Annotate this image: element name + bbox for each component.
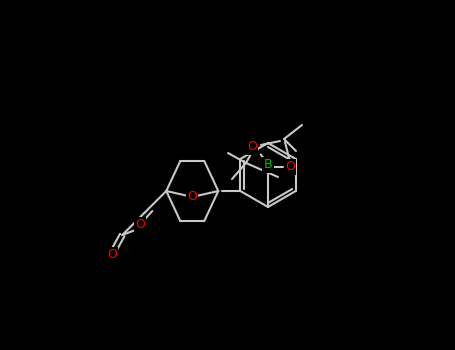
- Text: B: B: [264, 159, 272, 172]
- Text: O: O: [107, 248, 117, 261]
- Text: O: O: [135, 218, 145, 231]
- Text: O: O: [187, 189, 197, 203]
- Text: O: O: [247, 140, 257, 154]
- Text: O: O: [285, 161, 295, 174]
